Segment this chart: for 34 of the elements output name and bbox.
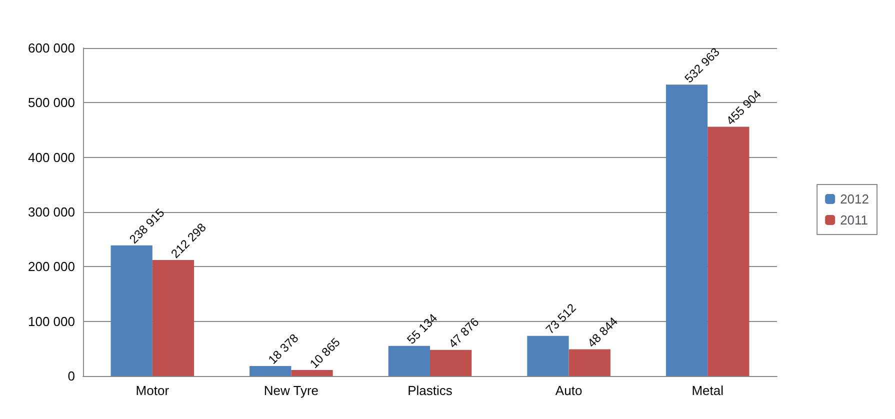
bar — [291, 370, 333, 376]
data-label: 47 876 — [446, 314, 482, 351]
y-tick-label: 500 000 — [28, 95, 75, 110]
x-tick-label: Plastics — [408, 383, 453, 398]
x-tick-label: Motor — [136, 383, 170, 398]
data-label: 10 865 — [307, 334, 344, 372]
x-tick-label: New Tyre — [264, 383, 319, 398]
y-tick-label: 0 — [68, 368, 75, 384]
y-tick-label: 400 000 — [28, 150, 75, 165]
data-label: 212 298 — [168, 220, 210, 261]
data-label: 455 904 — [723, 86, 764, 128]
x-tick-label: Metal — [692, 383, 724, 398]
bar — [527, 336, 569, 376]
bar — [388, 346, 430, 376]
legend-label: 2012 — [840, 192, 869, 206]
bar — [250, 366, 292, 376]
data-label: 48 844 — [584, 314, 621, 350]
data-label: 238 915 — [126, 206, 168, 246]
y-tick-label: 300 000 — [28, 204, 75, 220]
data-label: 55 134 — [404, 310, 440, 347]
data-label: 73 512 — [543, 300, 580, 337]
data-label: 532 963 — [682, 44, 723, 86]
y-tick-label: 600 000 — [28, 40, 75, 56]
bar — [708, 126, 750, 376]
bar — [430, 350, 472, 376]
x-tick-label: Auto — [555, 383, 582, 398]
bar — [110, 245, 152, 376]
y-tick-label: 100 000 — [28, 314, 75, 329]
bar — [568, 349, 610, 376]
bar — [152, 260, 194, 376]
y-tick-label: 200 000 — [28, 259, 75, 274]
data-label: 18 378 — [265, 330, 302, 367]
bar — [666, 84, 708, 376]
legend-label: 2011 — [840, 212, 868, 228]
